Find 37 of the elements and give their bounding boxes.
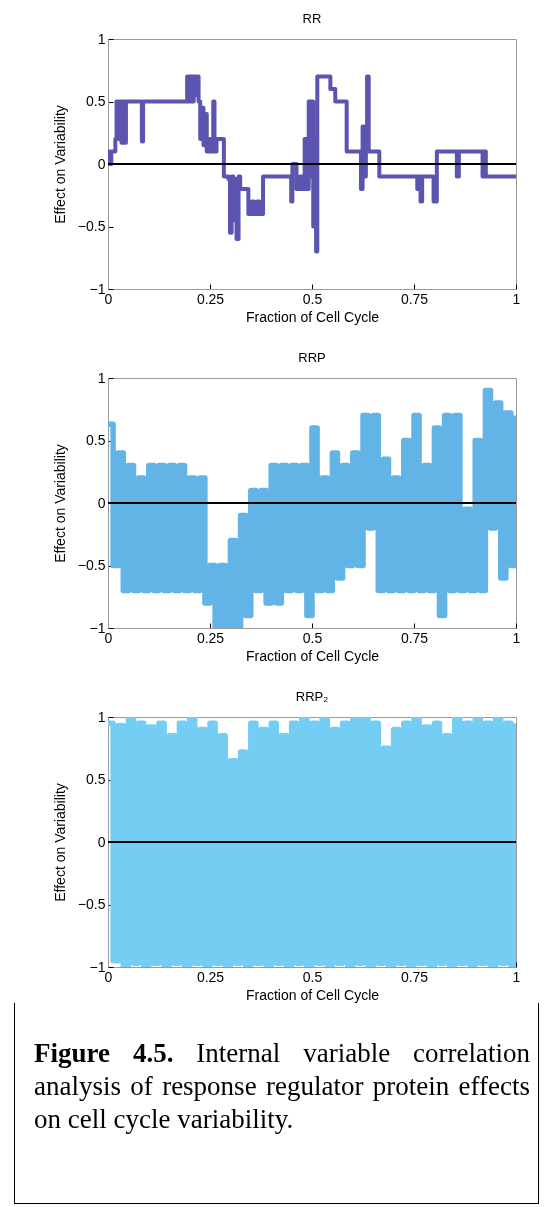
y-tick-label: −0.5 — [77, 218, 106, 234]
y-tick-label: −0.5 — [77, 896, 106, 912]
y-tick-label: 0 — [97, 494, 106, 511]
y-axis-title: Effect on Variability — [51, 105, 68, 224]
x-axis-title: Fraction of Cell Cycle — [245, 647, 380, 664]
x-tick-label: 0.75 — [400, 629, 429, 646]
y-tick-label: 0.5 — [86, 771, 106, 787]
y-axis-title: Effect on Variability — [51, 444, 68, 563]
chart-title: RRP₂ — [295, 689, 329, 704]
y-tick-label: 1 — [97, 708, 106, 725]
y-tick-label: 0.5 — [86, 93, 106, 109]
y-tick-label: −1 — [89, 619, 106, 636]
x-tick-label: 0.25 — [196, 629, 225, 646]
y-tick-label: 1 — [97, 369, 106, 386]
y-axis-title: Effect on Variability — [51, 783, 68, 902]
x-axis-title: Fraction of Cell Cycle — [245, 308, 380, 325]
chart-title: RR — [302, 11, 322, 26]
x-tick-label: 0.5 — [302, 629, 323, 646]
x-tick-label: 1 — [512, 629, 521, 646]
x-tick-label: 0.25 — [196, 290, 225, 307]
x-tick-label: 0.5 — [302, 968, 323, 985]
y-tick-label: 0 — [97, 155, 106, 172]
x-tick-label: 0.25 — [196, 968, 225, 985]
caption: Figure 4.5. Internal variable correlation analysis of response regulator protein effects on cell cycle variability. — [34, 1037, 530, 1136]
x-axis-title: Fraction of Cell Cycle — [245, 986, 380, 1003]
x-tick-label: 1 — [512, 290, 521, 307]
y-tick-label: −1 — [89, 958, 106, 975]
x-tick-label: 0.75 — [400, 968, 429, 985]
y-tick-label: −1 — [89, 280, 106, 297]
y-tick-label: −0.5 — [77, 557, 106, 573]
y-tick-label: 0 — [97, 833, 106, 850]
y-tick-label: 0.5 — [86, 432, 106, 448]
x-tick-label: 0.5 — [302, 290, 323, 307]
x-tick-label: 1 — [512, 968, 521, 985]
x-tick-label: 0.75 — [400, 290, 429, 307]
y-tick-label: 1 — [97, 30, 106, 47]
chart-title: RRP — [298, 350, 326, 365]
